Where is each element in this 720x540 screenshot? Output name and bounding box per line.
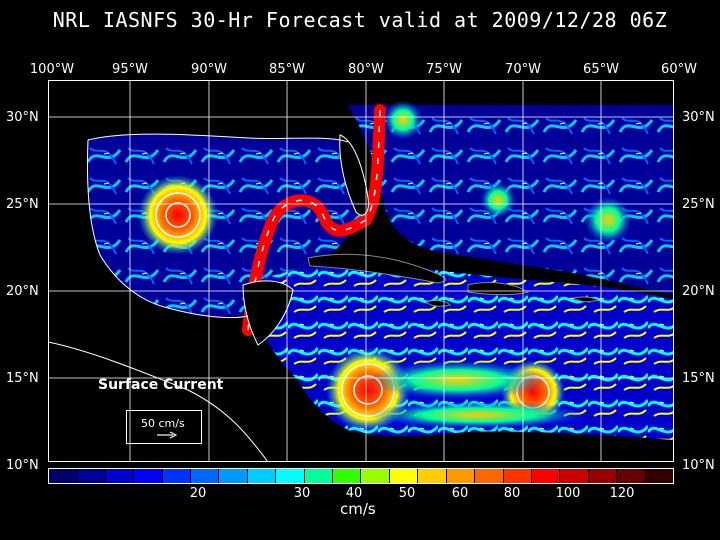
colorbar-tick: 30 xyxy=(293,486,311,501)
colorbar-swatch xyxy=(475,469,504,483)
colorbar-swatch xyxy=(503,469,532,483)
colorbar-swatch xyxy=(588,469,618,483)
colorbar-swatch xyxy=(105,469,135,483)
colorbar-swatch xyxy=(304,469,334,483)
lat-label-left: 10°N xyxy=(6,458,39,473)
mexico-coastline xyxy=(87,139,249,319)
lat-label-left: 30°N xyxy=(6,110,39,125)
colorbar-swatch xyxy=(77,469,106,483)
legend-title: Surface Current xyxy=(98,377,224,393)
colorbar-units: cm/s xyxy=(340,500,376,518)
lat-lon-grid xyxy=(48,80,674,462)
colorbar-swatch xyxy=(446,469,476,483)
colorbar-swatch xyxy=(418,469,447,483)
colorbar-swatch xyxy=(219,469,248,483)
gulf-eddy-vectors xyxy=(165,202,191,228)
colorbar-swatch xyxy=(531,469,561,483)
lon-label: 90°W xyxy=(191,62,227,77)
colorbar-swatch xyxy=(645,469,673,483)
arrow-icon xyxy=(157,431,177,439)
caribbean-current xyxy=(368,360,548,400)
colorbar-swatch xyxy=(247,469,277,483)
cuba xyxy=(307,253,446,284)
lon-label: 65°W xyxy=(583,62,619,77)
colorbar-swatch xyxy=(191,469,220,483)
colorbar-swatch xyxy=(389,469,419,483)
atlantic-eddy xyxy=(584,196,632,244)
caribbean-current-south xyxy=(368,401,588,429)
longitude-labels: 100°W 95°W 90°W 85°W 80°W 75°W 70°W 65°W… xyxy=(0,62,720,78)
colorbar-tick: 50 xyxy=(398,486,416,501)
map-title: NRL IASNFS 30-Hr Forecast valid at 2009/… xyxy=(52,8,668,32)
colorbar-tick: 80 xyxy=(503,486,521,501)
lon-label: 60°W xyxy=(661,62,697,77)
map-frame xyxy=(48,80,674,462)
lon-label: 100°W xyxy=(29,62,75,77)
lat-label-left: 20°N xyxy=(6,284,39,299)
puerto-rico xyxy=(571,296,600,303)
colorbar-tick: 120 xyxy=(609,486,635,501)
colorbar-tick: 60 xyxy=(451,486,469,501)
gulf-eddy xyxy=(138,175,218,255)
colorbar-swatch xyxy=(162,469,192,483)
colorbar-tick: 40 xyxy=(345,486,363,501)
colorbar-swatch xyxy=(560,469,589,483)
atlantic-eddy xyxy=(480,182,516,218)
lon-label: 85°W xyxy=(269,62,305,77)
colorbar-tick: 20 xyxy=(189,486,207,501)
lat-label-left: 25°N xyxy=(6,197,39,212)
colorbar-tick: 100 xyxy=(555,486,581,501)
us-gulf-coastline xyxy=(87,133,349,143)
colorbar xyxy=(48,468,674,484)
colorbar-swatch xyxy=(134,469,163,483)
colorbar-swatch xyxy=(333,469,362,483)
lon-label: 75°W xyxy=(426,62,462,77)
lon-label: 95°W xyxy=(112,62,148,77)
loop-current-vectors xyxy=(247,109,381,331)
lat-label-right: 10°N xyxy=(682,458,715,473)
lat-label-right: 20°N xyxy=(682,284,715,299)
current-speed-map xyxy=(48,80,674,462)
gulf-eddy-vectors xyxy=(155,192,201,238)
colorbar-swatch xyxy=(49,469,78,483)
pacific-ocean xyxy=(48,342,268,462)
atlantic-eddy xyxy=(383,100,423,140)
colorbar-swatch xyxy=(617,469,646,483)
lon-label: 80°W xyxy=(348,62,384,77)
vector-scale-box: 50 cm/s xyxy=(126,410,202,444)
pacific-coastline xyxy=(48,341,269,462)
lon-label: 70°W xyxy=(505,62,541,77)
colorbar-swatch xyxy=(361,469,390,483)
lat-label-right: 15°N xyxy=(682,371,715,386)
hispaniola xyxy=(467,282,530,296)
lat-label-right: 30°N xyxy=(682,110,715,125)
vector-scale-label: 50 cm/s xyxy=(141,417,185,430)
lat-label-left: 15°N xyxy=(6,371,39,386)
colorbar-swatch xyxy=(276,469,305,483)
lat-label-right: 25°N xyxy=(682,197,715,212)
